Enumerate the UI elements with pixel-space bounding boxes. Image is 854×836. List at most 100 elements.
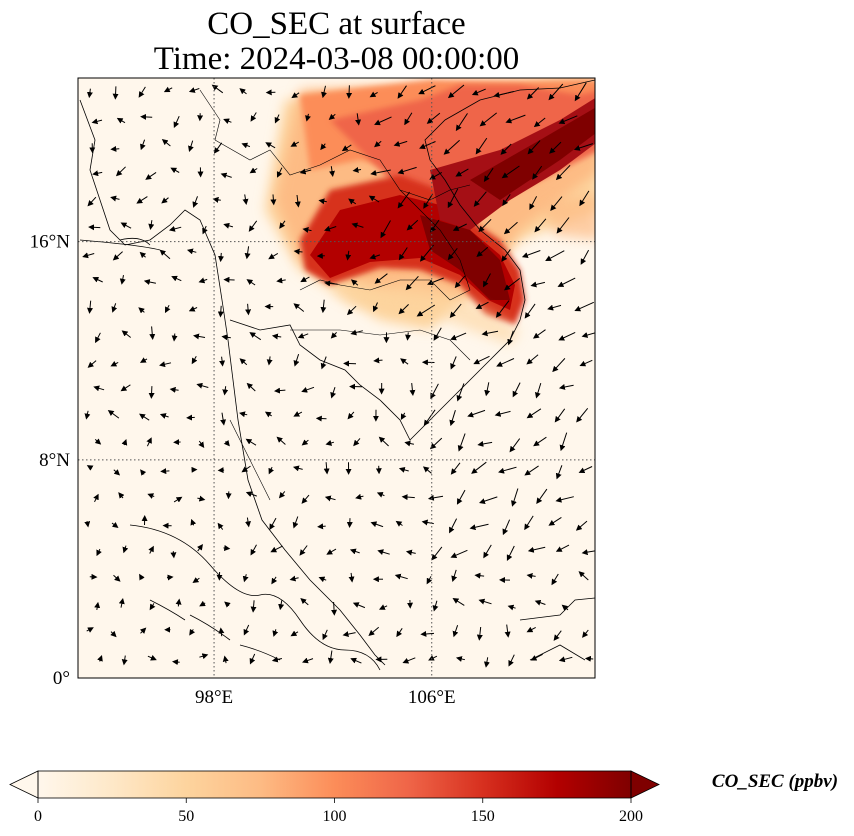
wind-arrow	[373, 357, 383, 364]
wind-arrow	[241, 142, 251, 149]
wind-arrow	[305, 113, 311, 122]
wind-arrow	[93, 493, 99, 503]
wind-arrow	[300, 597, 309, 606]
wind-arrow	[239, 411, 248, 418]
wind-arrow	[95, 332, 101, 344]
wind-arrow	[222, 655, 229, 664]
wind-arrow	[483, 167, 494, 182]
wind-arrow	[349, 548, 360, 555]
colorbar-label: CO_SEC (ppbv)	[712, 771, 838, 792]
wind-arrow	[220, 172, 232, 179]
wind-arrow	[526, 572, 536, 579]
wind-arrow	[276, 167, 283, 178]
wind-arrow	[576, 407, 589, 423]
wind-arrow	[96, 548, 102, 557]
wind-arrow	[322, 629, 328, 641]
wind-arrow	[217, 305, 224, 318]
wind-arrow	[113, 574, 121, 582]
lat-tick-label: 16°N	[30, 232, 71, 253]
wind-arrow	[276, 436, 286, 445]
wind-arrow	[147, 493, 155, 499]
wind-arrow	[471, 88, 486, 96]
wind-arrow	[495, 300, 510, 318]
wind-arrow	[243, 624, 250, 636]
wind-arrow	[527, 546, 546, 553]
plume-south-fringe	[330, 280, 520, 345]
wind-arrow	[450, 332, 467, 341]
wind-arrow	[245, 491, 257, 497]
wind-arrow	[507, 330, 514, 346]
wind-arrow	[350, 329, 363, 336]
wind-arrow	[171, 275, 182, 282]
wind-arrow	[188, 140, 194, 153]
wind-arrow	[395, 520, 403, 527]
wind-arrow	[173, 115, 180, 129]
wind-arrow	[320, 356, 327, 370]
wind-arrow	[405, 549, 416, 556]
wind-arrow	[508, 654, 515, 667]
wind-arrow	[92, 170, 103, 177]
wind-arrow	[118, 492, 125, 499]
wind-arrow	[478, 598, 492, 605]
wind-arrow	[532, 165, 543, 180]
wind-arrow	[202, 225, 208, 235]
wind-arrow	[555, 164, 571, 181]
wind-arrow	[294, 194, 301, 208]
wind-arrow	[370, 169, 391, 176]
wind-arrow	[188, 306, 198, 312]
wind-arrow	[297, 332, 309, 339]
wind-arrow	[443, 139, 460, 155]
wind-arrow	[320, 143, 327, 151]
wind-arrow	[146, 437, 152, 447]
coastline-west	[79, 99, 386, 666]
wind-arrow	[471, 461, 487, 474]
wind-arrow	[111, 521, 119, 529]
wind-arrow	[348, 572, 355, 583]
wind-arrow	[110, 360, 119, 367]
wind-arrow	[118, 597, 125, 608]
wind-arrow	[148, 220, 155, 230]
wind-arrow	[558, 115, 578, 125]
wind-arrow	[455, 168, 469, 177]
wind-arrow	[452, 625, 459, 638]
wind-arrow	[223, 222, 234, 229]
wind-arrow	[426, 112, 441, 124]
wind-arrow	[534, 218, 547, 233]
wind-arrow	[198, 277, 208, 284]
wind-arrow	[166, 574, 174, 581]
wind-arrow	[547, 304, 562, 311]
wind-arrow	[324, 495, 336, 502]
wind-arrow	[473, 191, 487, 207]
wind-arrow	[374, 116, 392, 126]
wind-arrow	[584, 655, 594, 662]
wind-arrow	[199, 653, 209, 660]
wind-arrow	[378, 604, 388, 610]
wind-arrow	[173, 496, 183, 503]
wind-arrow	[402, 657, 416, 664]
wind-arrow	[432, 600, 439, 612]
wind-arrow	[302, 657, 314, 664]
wind-arrow	[193, 333, 206, 340]
wind-arrow	[552, 358, 566, 373]
wind-arrow	[159, 361, 172, 368]
wind-arrow	[398, 304, 409, 315]
wind-arrow	[250, 544, 257, 556]
wind-arrow	[506, 545, 515, 561]
axis-ticks: 98°E 106°E 16°N 8°N 0°	[30, 232, 456, 708]
wind-arrow	[149, 603, 156, 611]
wind-arrow	[430, 383, 439, 400]
colorbar: 0 50 100 150 200 CO_SEC (ppbv)	[9, 770, 838, 825]
wind-arrow	[561, 604, 569, 611]
wind-arrow	[450, 549, 468, 558]
wind-arrow	[290, 630, 299, 637]
wind-arrow	[404, 440, 415, 447]
wind-arrow	[270, 194, 277, 206]
wind-arrow	[172, 659, 180, 666]
wind-arrow	[249, 167, 258, 174]
wind-vectors	[82, 82, 595, 668]
wind-arrow	[574, 82, 587, 102]
wind-arrow	[266, 356, 273, 366]
border-myanmar	[199, 89, 221, 141]
wind-arrow	[428, 655, 438, 661]
wind-arrow	[160, 468, 170, 475]
